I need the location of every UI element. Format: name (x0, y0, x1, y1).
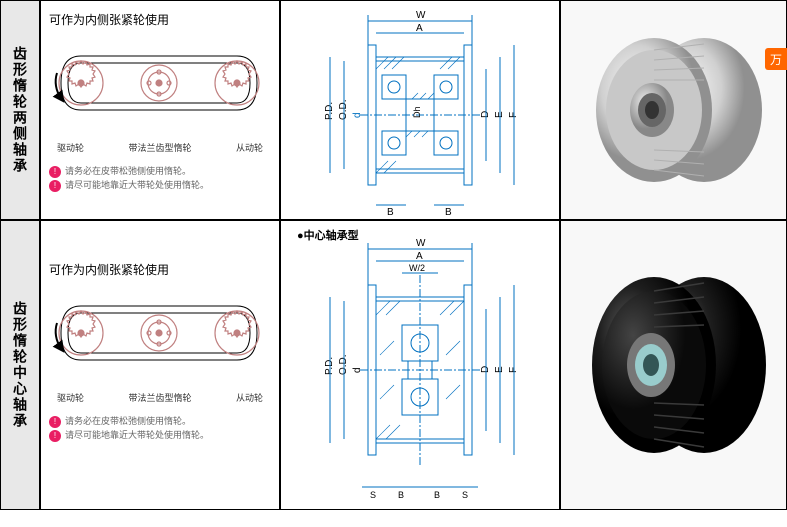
belt-diagram-2 (49, 288, 269, 378)
schematic-cell-2: ●中心轴承型 (280, 220, 560, 510)
desc-title: 可作为内侧张紧轮使用 (49, 11, 271, 28)
svg-text:Dh: Dh (412, 106, 422, 118)
belt-labels-1: 驱动轮 带法兰齿型惰轮 从动轮 (49, 141, 271, 154)
label-drive: 驱动轮 (57, 391, 84, 404)
row-label-1: 齿形惰轮两侧轴承 (0, 0, 40, 220)
svg-text:S: S (370, 490, 376, 500)
photo-cell-2 (560, 220, 787, 510)
schematic-cell-1: W A B B P.D. O.D. d Dh D E F (280, 0, 560, 220)
row-label-2: 齿形惰轮中心轴承 (0, 220, 40, 510)
info-icon: ! (49, 430, 61, 442)
info-icon: ! (49, 180, 61, 192)
side-badge[interactable]: 万 (765, 48, 787, 70)
label-drive: 驱动轮 (57, 141, 84, 154)
svg-text:W/2: W/2 (409, 263, 425, 273)
photo-cell-1 (560, 0, 787, 220)
svg-text:B: B (387, 207, 394, 215)
label-idler: 带法兰齿型惰轮 (128, 141, 191, 154)
schematic-dual-bearing: W A B B P.D. O.D. d Dh D E F (290, 5, 550, 215)
photo-black-pulley (569, 245, 779, 485)
svg-text:d: d (352, 112, 363, 118)
svg-text:A: A (416, 23, 423, 34)
label-driven: 从动轮 (236, 141, 263, 154)
photo-silver-pulley (574, 20, 774, 200)
svg-text:S: S (462, 490, 468, 500)
belt-labels-2: 驱动轮 带法兰齿型惰轮 从动轮 (49, 391, 271, 404)
description-cell-1: 可作为内侧张紧轮使用 驱动轮 带法兰齿型惰轮 从动轮 !请务必在皮带 (40, 0, 280, 220)
belt-diagram-1 (49, 38, 269, 128)
info-icon: ! (49, 166, 61, 178)
svg-text:B: B (398, 490, 404, 500)
note-1: !请务必在皮带松弛侧使用惰轮。 (49, 166, 271, 178)
note-2: !请尽可能地靠近大带轮处使用惰轮。 (49, 430, 271, 442)
schematic-center-bearing: W A W/2 S B B S P.D. O.D. d D E F (290, 225, 550, 505)
description-cell-2: 可作为内侧张紧轮使用 驱动轮 带法兰齿型惰轮 从动轮 !请务必在皮带松弛侧使用惰… (40, 220, 280, 510)
svg-text:d: d (352, 367, 363, 373)
desc-title: 可作为内侧张紧轮使用 (49, 261, 271, 278)
note-2: !请尽可能地靠近大带轮处使用惰轮。 (49, 180, 271, 192)
schematic-title: ●中心轴承型 (297, 227, 359, 243)
svg-text:W: W (416, 10, 426, 21)
svg-text:B: B (434, 490, 440, 500)
label-driven: 从动轮 (236, 391, 263, 404)
svg-text:A: A (416, 251, 423, 262)
label-idler: 带法兰齿型惰轮 (128, 391, 191, 404)
product-table: 齿形惰轮两侧轴承 可作为内侧张紧轮使用 驱动轮 带法兰齿型惰轮 从 (0, 0, 787, 510)
svg-text:W: W (416, 238, 426, 249)
note-1: !请务必在皮带松弛侧使用惰轮。 (49, 416, 271, 428)
info-icon: ! (49, 416, 61, 428)
svg-text:B: B (445, 207, 452, 215)
